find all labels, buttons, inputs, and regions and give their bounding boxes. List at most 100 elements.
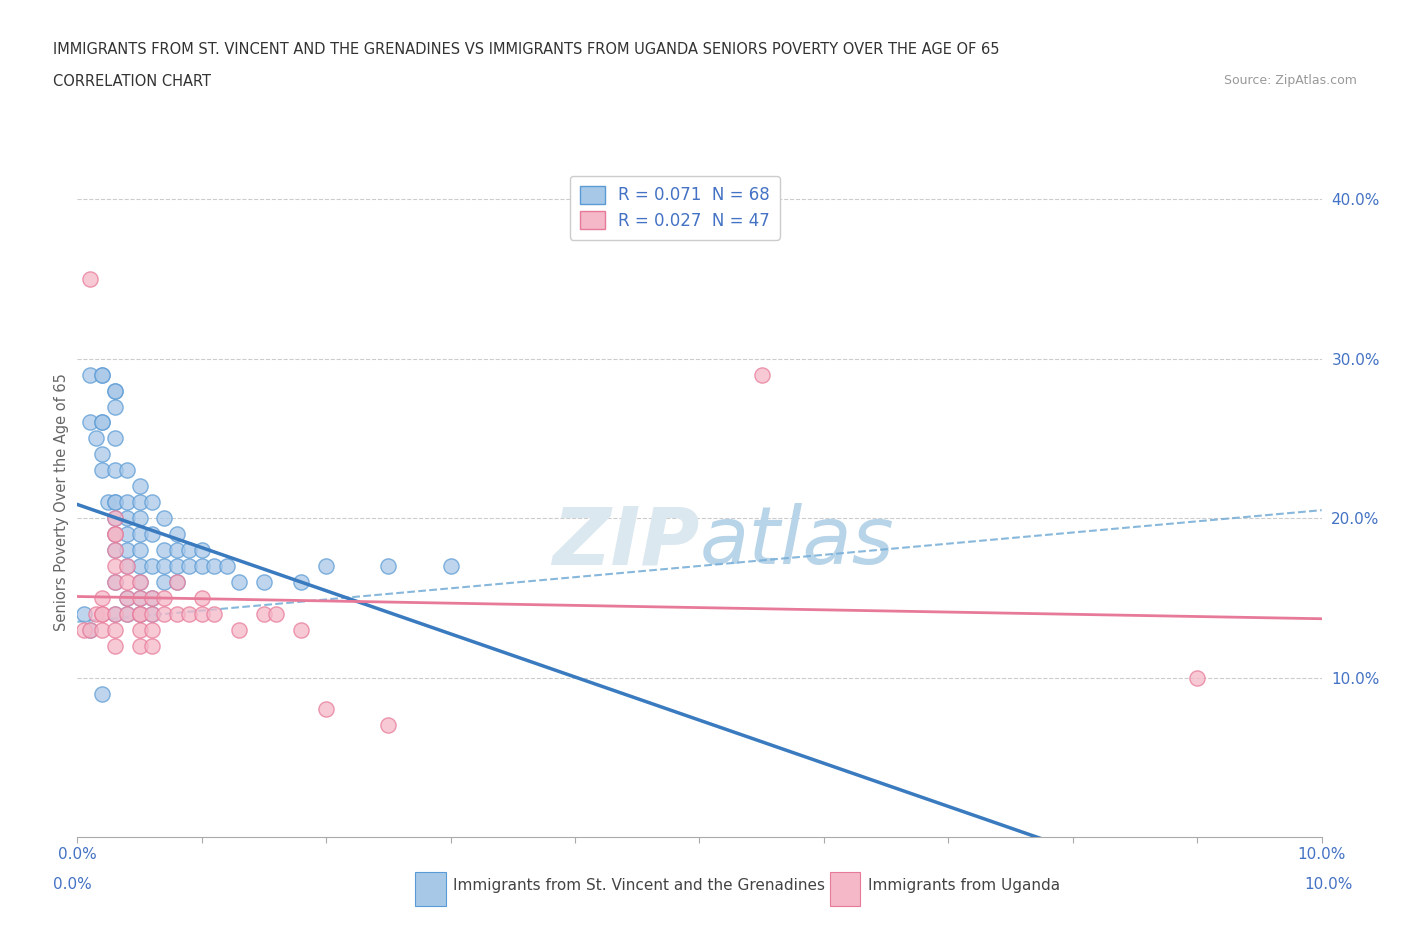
Point — [104, 575, 127, 590]
Point — [153, 542, 176, 557]
Point — [104, 622, 127, 637]
Point — [79, 622, 101, 637]
Point — [115, 495, 138, 510]
Point — [115, 591, 138, 605]
Point — [79, 272, 101, 286]
Point — [128, 511, 150, 525]
Point — [91, 415, 114, 430]
Point — [128, 638, 150, 653]
Point — [104, 399, 127, 414]
Text: CORRELATION CHART: CORRELATION CHART — [53, 74, 211, 89]
Text: IMMIGRANTS FROM ST. VINCENT AND THE GRENADINES VS IMMIGRANTS FROM UGANDA SENIORS: IMMIGRANTS FROM ST. VINCENT AND THE GREN… — [53, 42, 1000, 57]
Point — [191, 559, 214, 574]
Point — [141, 638, 163, 653]
Point — [290, 622, 312, 637]
Point — [128, 606, 150, 621]
Point — [179, 542, 201, 557]
Point — [79, 367, 101, 382]
Point — [91, 606, 114, 621]
Point — [153, 575, 176, 590]
Point — [128, 591, 150, 605]
Point — [128, 575, 150, 590]
Point — [228, 575, 250, 590]
FancyBboxPatch shape — [415, 872, 446, 906]
Point — [115, 511, 138, 525]
Point — [79, 622, 101, 637]
Point — [128, 479, 150, 494]
Point — [253, 575, 276, 590]
Point — [104, 495, 127, 510]
Text: Source: ZipAtlas.com: Source: ZipAtlas.com — [1223, 74, 1357, 87]
Point — [166, 575, 188, 590]
Point — [128, 622, 150, 637]
Text: 10.0%: 10.0% — [1305, 877, 1353, 892]
Point — [104, 526, 127, 541]
Point — [128, 526, 150, 541]
Point — [266, 606, 288, 621]
Point — [153, 511, 176, 525]
Point — [166, 526, 188, 541]
Point — [141, 559, 163, 574]
Point — [141, 591, 163, 605]
Point — [179, 606, 201, 621]
Y-axis label: Seniors Poverty Over the Age of 65: Seniors Poverty Over the Age of 65 — [53, 373, 69, 631]
Point — [91, 447, 114, 462]
Point — [141, 526, 163, 541]
Point — [751, 367, 773, 382]
Point — [166, 606, 188, 621]
Text: Immigrants from Uganda: Immigrants from Uganda — [868, 878, 1060, 893]
Point — [141, 606, 163, 621]
Point — [315, 559, 337, 574]
Point — [315, 702, 337, 717]
Point — [104, 606, 127, 621]
Point — [191, 542, 214, 557]
Point — [115, 463, 138, 478]
Point — [166, 575, 188, 590]
Point — [104, 526, 127, 541]
Point — [290, 575, 312, 590]
Point — [202, 606, 225, 621]
Point — [79, 415, 101, 430]
Point — [115, 526, 138, 541]
Point — [191, 606, 214, 621]
Point — [115, 606, 138, 621]
Point — [91, 463, 114, 478]
Point — [377, 559, 399, 574]
Point — [253, 606, 276, 621]
Point — [104, 511, 127, 525]
Text: atlas: atlas — [700, 503, 894, 581]
Point — [128, 495, 150, 510]
Text: ZIP: ZIP — [553, 503, 700, 581]
Point — [104, 495, 127, 510]
Point — [104, 431, 127, 445]
Point — [166, 542, 188, 557]
Point — [104, 559, 127, 574]
Point — [179, 559, 201, 574]
Point — [104, 542, 127, 557]
Point — [104, 526, 127, 541]
Point — [128, 575, 150, 590]
Point — [91, 606, 114, 621]
Point — [91, 622, 114, 637]
Point — [104, 383, 127, 398]
Point — [72, 622, 94, 637]
Point — [128, 606, 150, 621]
Point — [91, 367, 114, 382]
Point — [84, 606, 107, 621]
Point — [153, 591, 176, 605]
Point — [141, 622, 163, 637]
Point — [104, 638, 127, 653]
Point — [153, 606, 176, 621]
Point — [72, 606, 94, 621]
Point — [115, 559, 138, 574]
Point — [91, 686, 114, 701]
Legend: R = 0.071  N = 68, R = 0.027  N = 47: R = 0.071 N = 68, R = 0.027 N = 47 — [569, 176, 780, 240]
Point — [84, 431, 107, 445]
Point — [128, 606, 150, 621]
Point — [115, 606, 138, 621]
Point — [115, 575, 138, 590]
Point — [228, 622, 250, 637]
FancyBboxPatch shape — [830, 872, 860, 906]
Point — [104, 542, 127, 557]
Text: 0.0%: 0.0% — [53, 877, 93, 892]
